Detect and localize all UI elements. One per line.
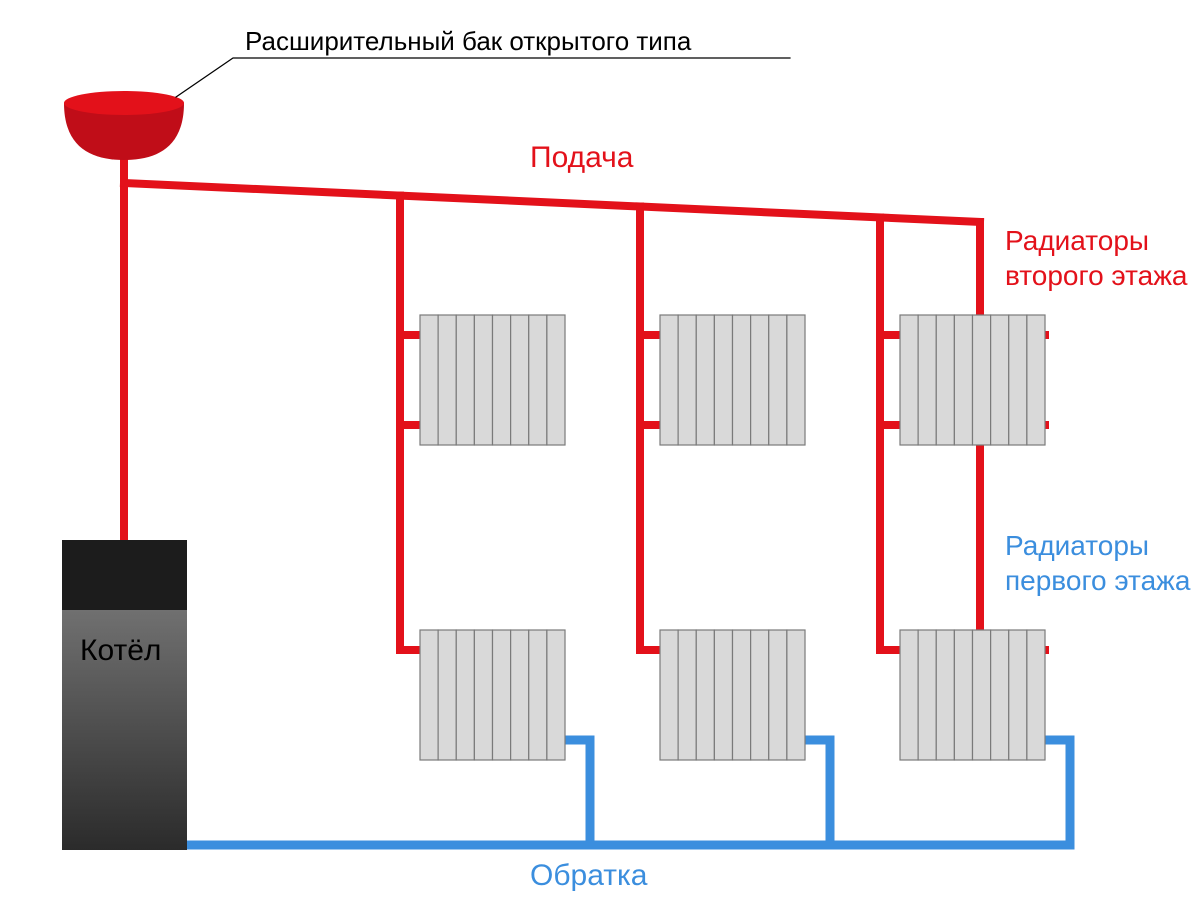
label-tank-callout: Расширительный бак открытого типа [245, 26, 692, 56]
radiator [660, 630, 805, 760]
radiator [900, 315, 1045, 445]
label-supply: Подача [530, 141, 634, 174]
radiator [420, 630, 565, 760]
radiator [420, 315, 565, 445]
label-floor1-line2: первого этажа [1005, 565, 1191, 596]
expansion-tank [64, 91, 184, 160]
radiator [660, 315, 805, 445]
label-return: Обратка [530, 859, 648, 892]
label-floor1-line1: Радиаторы [1005, 530, 1149, 561]
label-boiler: Котёл [80, 634, 161, 667]
radiator [900, 630, 1045, 760]
label-floor2-line2: второго этажа [1005, 260, 1188, 291]
label-floor2-line1: Радиаторы [1005, 225, 1149, 256]
boiler [62, 540, 187, 850]
